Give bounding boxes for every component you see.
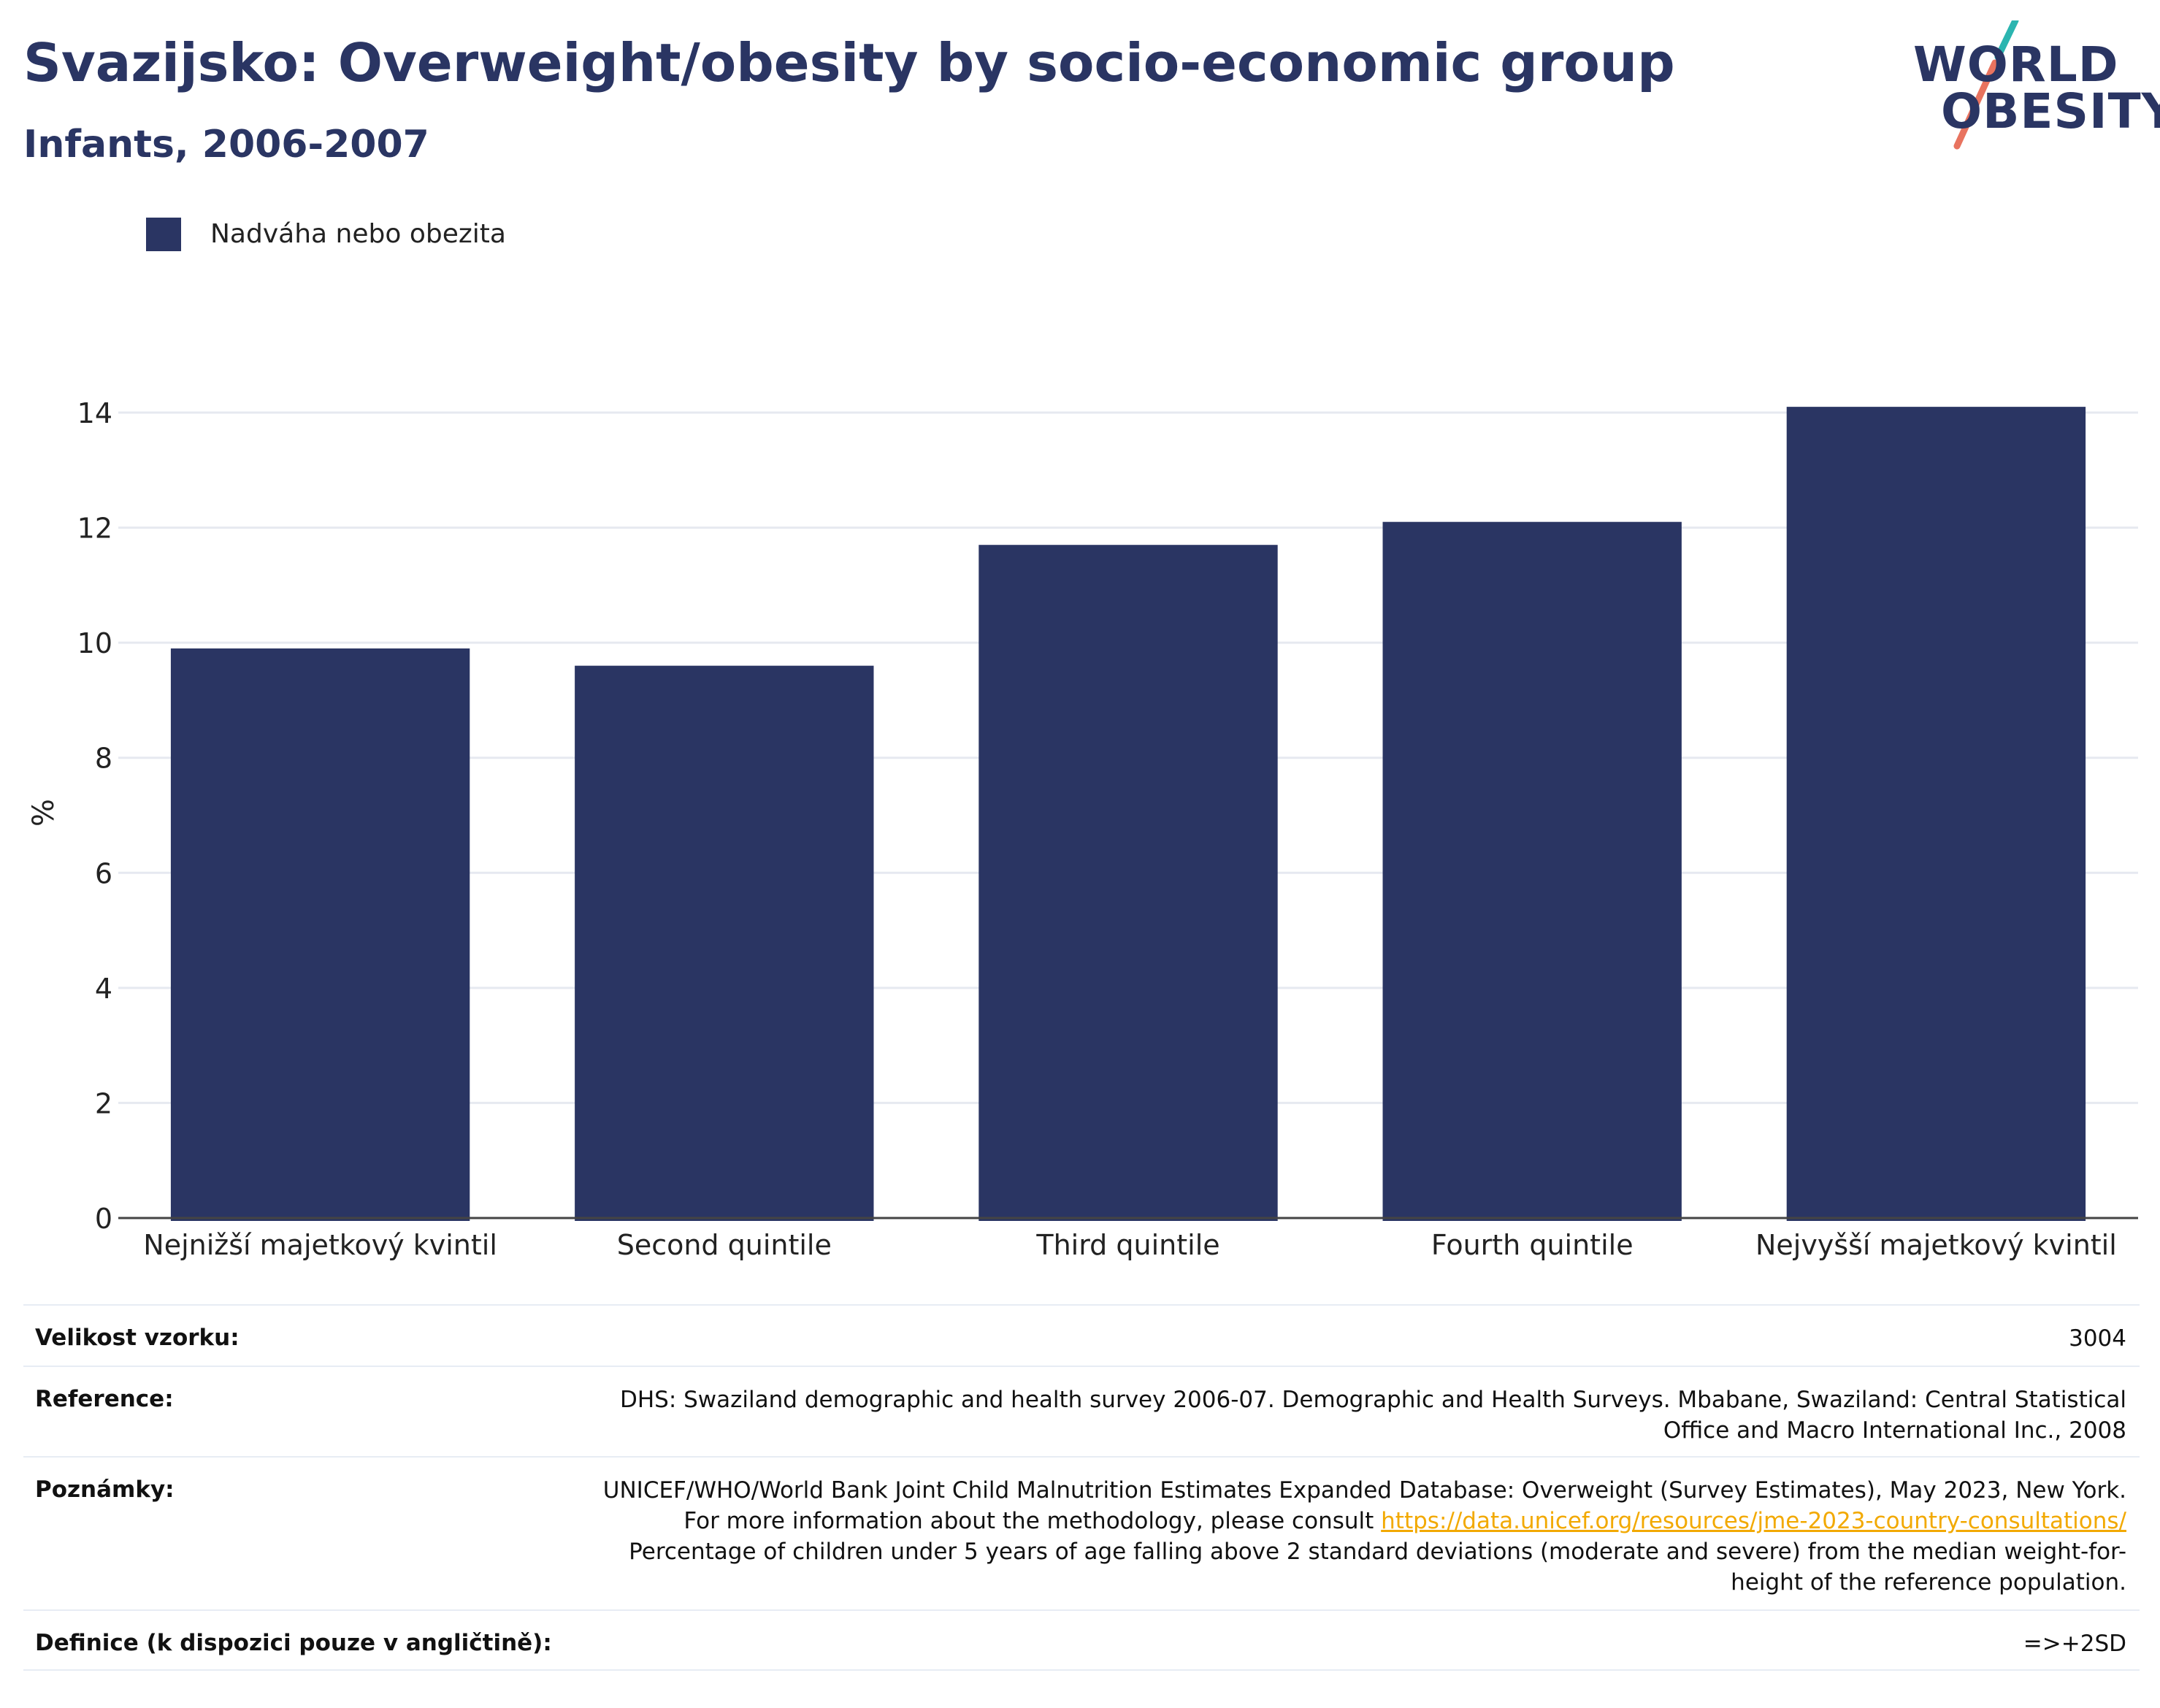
logo-text-obesity: OBESITY [1941,83,2160,139]
x-tick-label: Nejnižší majetkový kvintil [143,1229,497,1261]
y-tick-label: 6 [95,857,112,889]
y-tick-label: 12 [77,513,112,545]
logo-text-world: WORLD [1913,37,2119,93]
y-tick-label: 8 [95,743,112,775]
bar [1786,407,2086,1222]
y-tick-label: 10 [77,627,112,659]
x-tick-label: Fourth quintile [1431,1229,1634,1261]
reference-value: DHS: Swaziland demographic and health su… [619,1387,2126,1444]
x-tick-label: Third quintile [1035,1229,1219,1261]
sample-size-label: Velikost vzorku: [35,1325,240,1351]
y-tick-label: 14 [77,397,112,429]
methodology-link[interactable]: https://data.unicef.org/resources/jme-20… [1381,1508,2126,1534]
logo-slash-icon [1953,20,2019,150]
info-row-sample-size: Velikost vzorku: 3004 [23,1304,2140,1366]
notes-text-after: Percentage of children under 5 years of … [629,1539,2126,1596]
info-row-reference: Reference: DHS: Swaziland demographic an… [23,1366,2140,1456]
x-tick-label: Second quintile [617,1229,832,1261]
sample-size-value: 3004 [2069,1325,2126,1352]
definition-value: =>+2SD [2023,1631,2126,1657]
x-tick-label: Nejvyšší majetkový kvintil [1755,1229,2117,1261]
legend-label: Nadváha nebo obezita [210,219,506,249]
legend-swatch [146,218,181,251]
bar-chart: 0 2 4 6 8 10 12 14 Nejnižší majetkový kvintil Sec… [77,397,2138,1261]
reference-label: Reference: [35,1386,174,1412]
y-tick-label: 4 [95,973,112,1005]
bar [575,665,874,1221]
world-obesity-logo: WORLD OBESITY [1906,20,2160,159]
chart-subtitle: Infants, 2006-2007 [23,123,429,166]
info-row-notes: Poznámky: UNICEF/WHO/World Bank Joint Ch… [23,1456,2140,1609]
bar [1382,521,1682,1221]
y-tick-label: 0 [95,1203,112,1235]
chart-title: Svazijsko: Overweight/obesity by socio-e… [23,32,1675,93]
y-tick-label: 2 [95,1087,112,1119]
info-table: Velikost vzorku: 3004 Reference: DHS: Sw… [23,1304,2140,1671]
info-row-definition: Definice (k dispozici pouze v angličtině… [23,1609,2140,1671]
definition-label: Definice (k dispozici pouze v angličtině… [35,1630,552,1656]
notes-value: UNICEF/WHO/World Bank Joint Child Malnut… [564,1475,2126,1609]
bar [170,648,470,1221]
notes-label: Poznámky: [35,1477,175,1503]
notes-text-before: UNICEF/WHO/World Bank Joint Child Malnut… [602,1477,2126,1534]
bar [978,545,1278,1221]
